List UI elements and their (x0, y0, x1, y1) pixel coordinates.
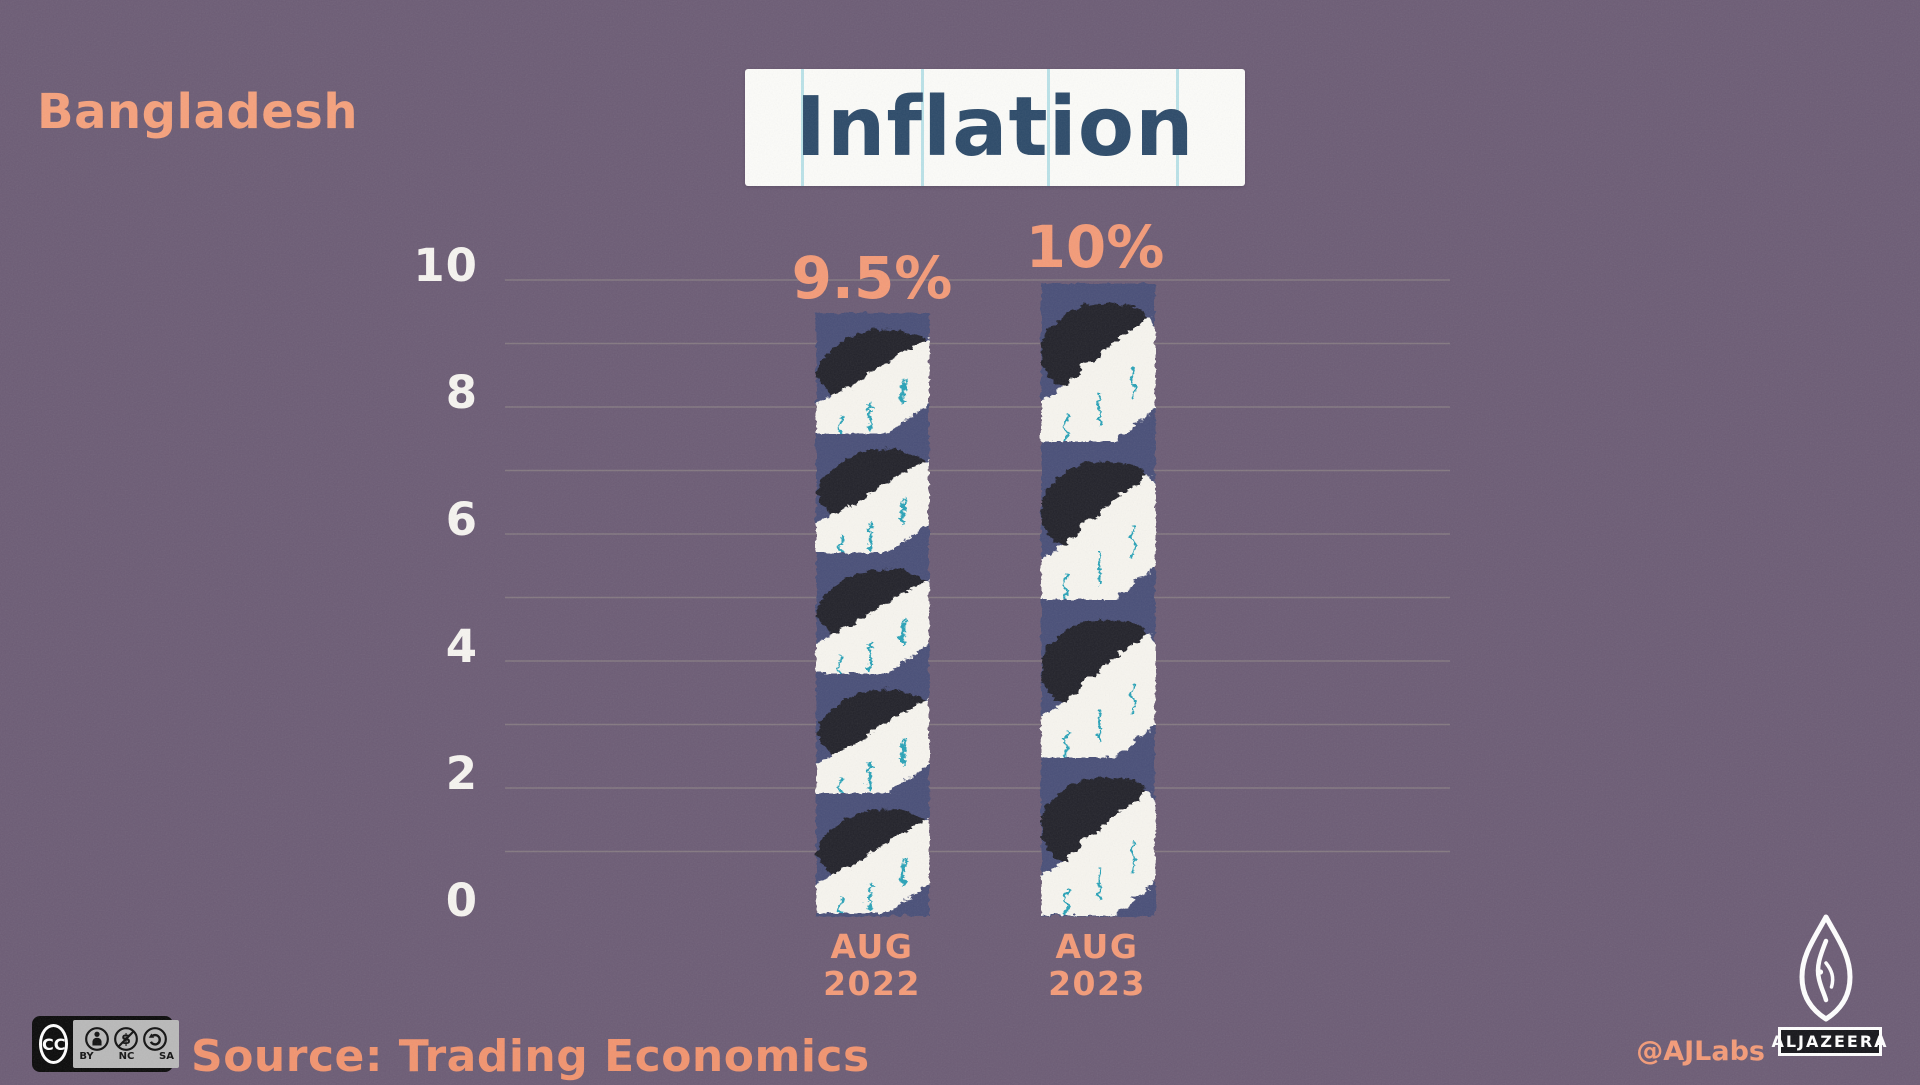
cc-sa-icon (143, 1027, 168, 1051)
x-tick-label-2023: AUG 2023 (967, 928, 1227, 1002)
ajlabs-credit: @AJLabs (1636, 1036, 1765, 1067)
cc-nc-icon: $ (114, 1027, 139, 1051)
source-attribution: Source: Trading Economics (191, 1031, 870, 1082)
x-tick-month: AUG (830, 927, 914, 966)
x-tick-label-2022: AUG 2022 (742, 928, 1002, 1002)
x-tick-month: AUG (1055, 927, 1139, 966)
title-banner: Inflation (745, 69, 1245, 186)
aljazeera-logo: ALJAZEERA (1771, 1027, 1887, 1056)
chart-title: Inflation (795, 80, 1195, 175)
y-tick-label-4: 4 (445, 620, 478, 673)
y-tick-label-8: 8 (445, 366, 478, 419)
y-tick-label-2: 2 (445, 747, 478, 800)
y-tick-label-10: 10 (413, 239, 478, 292)
y-tick-label-0: 0 (445, 874, 478, 927)
gridlines (505, 279, 1450, 853)
value-label-2022: 9.5% (791, 244, 953, 312)
region-label: Bangladesh (37, 84, 359, 140)
cc-logo-icon: CC (39, 1024, 69, 1064)
aljazeera-flame-icon (1799, 914, 1853, 1022)
cc-license-panel: $ BY NC SA (73, 1020, 180, 1068)
cc-sa-label: SA (159, 1051, 174, 1062)
x-tick-year: 2023 (1048, 964, 1146, 1003)
cc-by-icon (85, 1027, 110, 1051)
bar-aug-2022 (815, 312, 928, 915)
value-label-2023: 10% (1025, 213, 1165, 281)
cc-nc-label: NC (118, 1051, 135, 1062)
bar-aug-2023 (1040, 282, 1154, 915)
cc-by-label: BY (79, 1051, 94, 1062)
x-tick-year: 2022 (823, 964, 921, 1003)
cc-license-badge: CC $ BY (32, 1016, 180, 1072)
y-tick-label-6: 6 (445, 493, 478, 546)
